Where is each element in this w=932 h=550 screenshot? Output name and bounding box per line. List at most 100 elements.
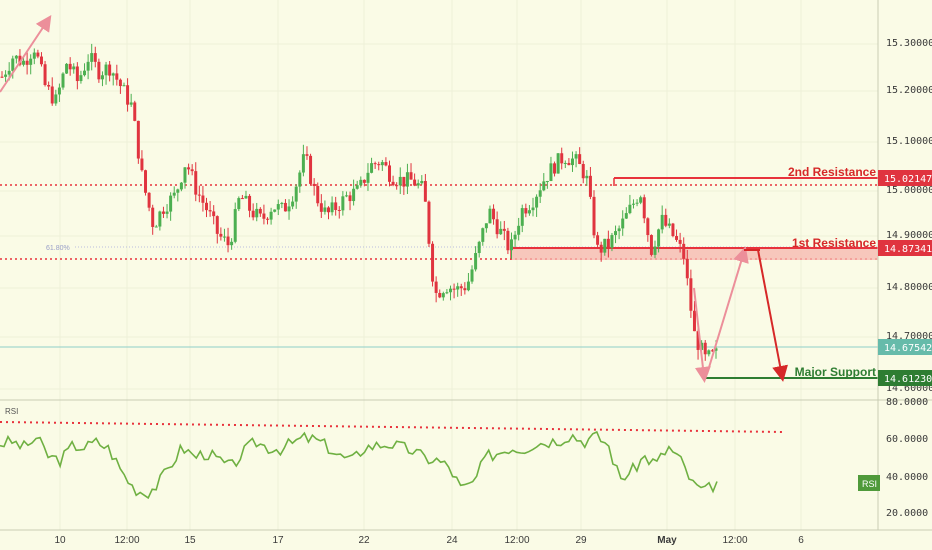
candle-body [47,85,51,87]
candle-body [434,281,438,293]
candle-body [248,195,252,211]
price-tick-1500: 15.00000 [886,185,932,196]
candle-body [136,120,140,159]
price-tick-1490: 14.90000 [886,230,932,241]
candle-76 [273,209,277,213]
candle-body [79,75,83,82]
candle-95 [341,191,345,216]
candle-body [395,185,399,187]
candle-body [657,229,661,247]
candle-body [520,208,524,226]
candle-body [32,52,36,59]
candle-143 [513,230,517,248]
candle-32 [115,64,119,86]
candle-9 [32,48,36,65]
candle-body [219,233,223,237]
candle-22 [79,70,83,84]
candle-body [43,64,47,86]
candle-156 [560,147,564,170]
candle-147 [527,205,531,216]
candle-body [294,186,298,202]
candle-148 [531,197,535,217]
candle-98 [352,179,356,206]
candle-31 [111,72,115,86]
candle-47 [169,192,173,221]
candle-144 [517,217,521,241]
rsi-tick-40: 40.0000 [886,472,928,483]
candle-body [366,172,370,183]
candle-body [502,228,506,231]
candle-107 [384,157,388,167]
candle-184 [660,205,664,234]
rsi-panel-label: RSI [5,407,18,416]
candle-body [639,197,643,203]
candle-body [316,186,320,204]
projection-arrow-down [693,287,711,383]
candle-33 [118,78,122,94]
candle-body [438,292,442,298]
candle-109 [391,175,395,187]
candle-51 [183,167,187,189]
time-label-24: 24 [446,535,458,546]
candle-body [176,189,180,193]
candle-55 [197,185,201,203]
candle-66 [237,196,241,212]
candle-body [68,63,72,70]
candle-body [423,180,427,202]
candle-181 [649,234,653,257]
candle-body [621,218,625,229]
candle-196 [703,340,707,361]
candle-body [420,180,424,184]
candle-197 [707,349,711,357]
current-price-badge [878,339,932,355]
candle-73 [262,204,266,225]
candle-body [678,239,682,244]
candle-body [298,172,302,187]
candle-body [108,64,112,76]
candle-142 [509,232,513,259]
candle-body [86,61,90,71]
candle-177 [635,199,639,207]
candle-81 [291,196,295,210]
candle-body [22,60,26,65]
candle-186 [667,218,671,229]
candle-body [538,190,542,197]
candle-body [179,182,183,190]
candle-body [445,292,449,294]
candle-body [703,342,707,355]
candle-192 [689,269,693,318]
candle-187 [671,222,675,238]
candle-174 [624,207,628,219]
candle-body [54,94,58,104]
candle-body [280,202,284,205]
candle-body [327,207,331,213]
candle-67 [240,194,244,200]
candle-16 [57,83,61,102]
candle-108 [387,160,391,187]
candle-body [617,228,621,232]
candle-body [682,243,686,259]
candle-body [115,73,119,80]
candle-26 [93,46,97,68]
candle-179 [642,194,646,224]
candle-38 [136,120,140,164]
candle-120 [431,241,435,287]
candle-131 [470,265,474,284]
candle-body [714,348,718,351]
candle-182 [653,240,657,259]
candle-11 [39,52,43,67]
candle-87 [312,178,316,196]
rsi-line [0,430,718,500]
price-tick-1460: 14.60000 [886,383,932,394]
candle-52 [187,163,191,175]
candle-175 [628,194,632,215]
candle-96 [344,191,348,198]
candle-body [251,210,255,218]
candle-89 [319,194,323,218]
first-resistance-label: 1st Resistance [792,236,876,250]
candle-body [484,223,488,229]
price-axis: 15.30000 15.20000 15.10000 15.00000 14.9… [886,38,932,394]
candle-145 [520,204,524,233]
candle-158 [567,158,571,166]
candle-152 [545,180,549,189]
